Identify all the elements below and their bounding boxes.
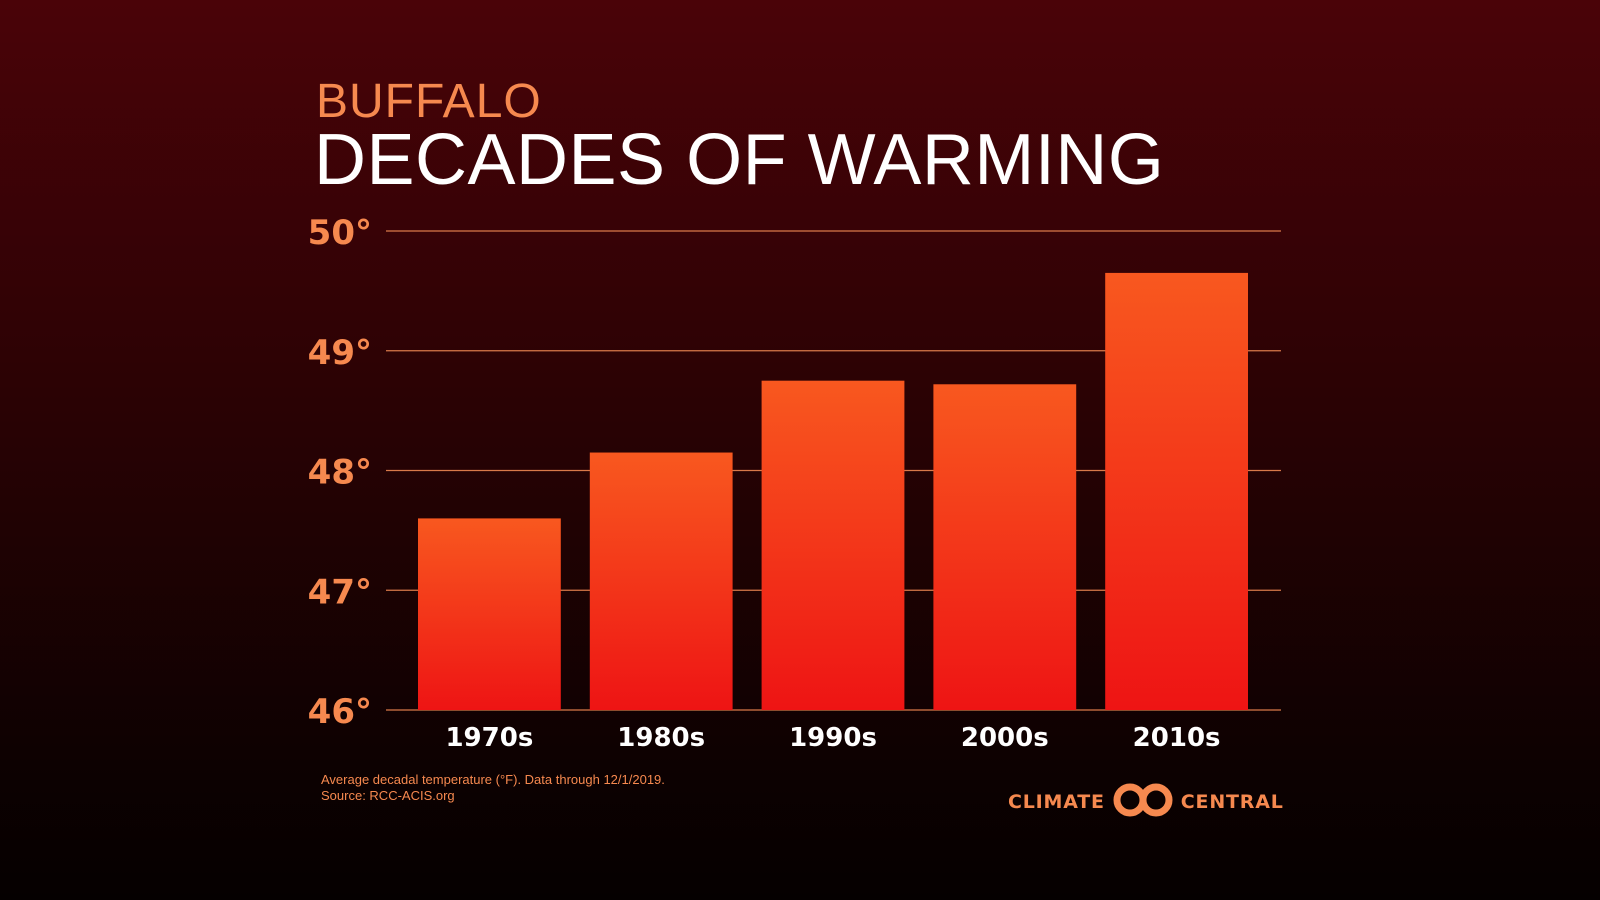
y-tick-label: 49° [308,333,372,373]
chart-footnote: Average decadal temperature (°F). Data t… [321,772,665,804]
y-tick-label: 48° [308,453,372,493]
x-tick-label: 1980s [617,723,705,753]
logo-rings-icon [1113,783,1173,822]
bar-1990s [761,380,905,710]
logo-text-climate: CLIMATE [1008,791,1105,813]
chart-title: DECADES OF WARMING [314,120,1165,200]
bar-2000s [933,384,1077,710]
bar-1970s [418,518,561,710]
y-tick-label: 50° [308,213,372,253]
x-tick-label: 1970s [445,723,533,753]
climate-central-logo: CLIMATE CENTRAL [1008,783,1284,822]
bar-2010s [1105,272,1248,710]
x-tick-label: 2010s [1133,723,1221,753]
y-tick-label: 47° [308,572,372,612]
x-tick-label: 2000s [961,723,1049,753]
y-tick-label: 46° [308,692,372,732]
chart-subtitle: BUFFALO [316,75,542,128]
x-tick-label: 1990s [789,723,877,753]
footnote-description: Average decadal temperature (°F). Data t… [321,772,665,787]
logo-text-central: CENTRAL [1180,791,1284,813]
footnote-source: Source: RCC-ACIS.org [321,788,455,803]
bar-1980s [589,452,733,710]
